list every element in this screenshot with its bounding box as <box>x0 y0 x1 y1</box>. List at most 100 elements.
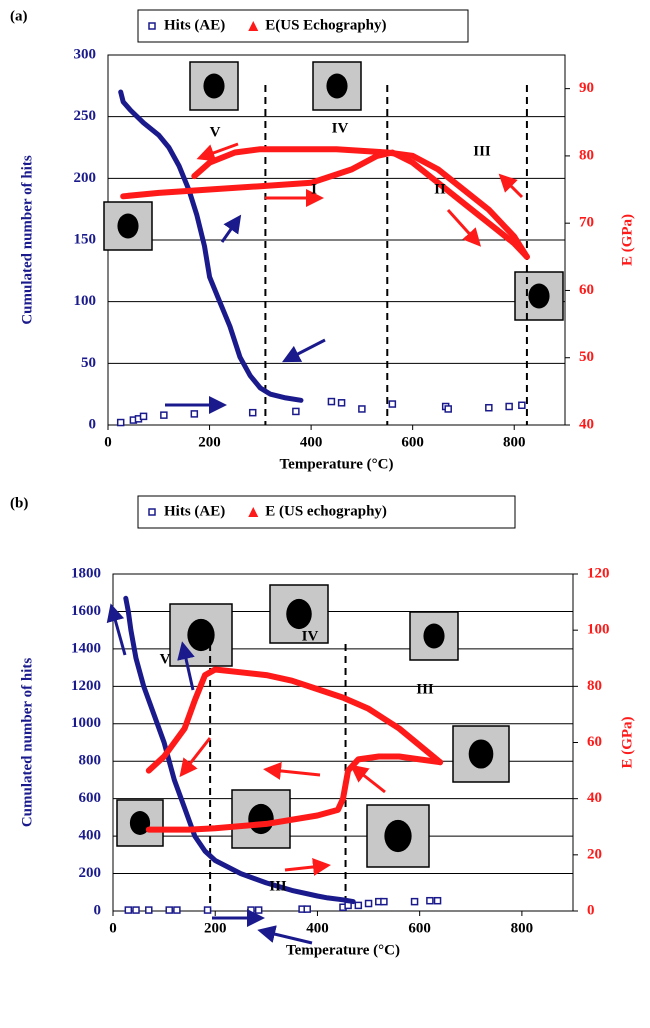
hit-marker <box>254 906 263 914</box>
arrow <box>177 641 195 691</box>
hit-marker <box>358 405 366 413</box>
hit-marker <box>132 906 140 914</box>
x-tick-label: 0 <box>109 920 117 936</box>
y-tick-label: 1200 <box>71 678 101 694</box>
hit-marker <box>247 906 255 914</box>
icon-particle <box>286 598 312 630</box>
phase-label: IV <box>302 628 319 644</box>
x-axis-title: Temperature (°C) <box>286 942 400 958</box>
icon-box <box>452 725 510 783</box>
phase-label: III <box>416 681 434 697</box>
y2-axis-title: E (GPa) <box>619 214 635 266</box>
y-tick-label: 250 <box>74 108 97 124</box>
panel-label: (b) <box>10 495 28 511</box>
panel-label: (a) <box>10 8 28 24</box>
hit-marker <box>173 906 181 914</box>
x-tick-label: 600 <box>408 920 431 936</box>
y-tick-label: 50 <box>81 355 96 371</box>
hit-marker <box>116 418 125 427</box>
x-tick-label: 400 <box>306 920 329 936</box>
x-tick-label: 600 <box>401 434 424 450</box>
y-tick-label: 300 <box>74 46 97 62</box>
modulus-line <box>120 149 530 260</box>
icon-particle <box>129 811 151 835</box>
icon-particle <box>248 803 274 835</box>
legend-marker <box>148 22 156 30</box>
arrow <box>196 142 239 162</box>
y-tick-label: 800 <box>79 753 102 769</box>
y2-axis-title: E (GPa) <box>619 716 635 768</box>
phase-label: V <box>160 651 171 667</box>
y2-tick-label: 0 <box>587 902 595 918</box>
y2-tick-label: 50 <box>579 349 594 365</box>
icon-particle <box>117 213 139 239</box>
y-tick-label: 100 <box>74 293 97 309</box>
y-tick-label: 0 <box>89 416 97 432</box>
icon-particle <box>468 739 494 769</box>
y2-tick-label: 40 <box>587 790 602 806</box>
arrow <box>179 737 212 778</box>
hit-marker <box>426 896 434 905</box>
hit-marker <box>165 906 173 914</box>
phase-label: IV <box>332 120 349 136</box>
x-tick-label: 200 <box>198 434 221 450</box>
y-tick-label: 1800 <box>71 565 101 581</box>
modulus-line <box>145 666 444 774</box>
legend-marker <box>248 507 259 517</box>
y-tick-label: 400 <box>79 828 102 844</box>
y-tick-label: 600 <box>79 790 102 806</box>
hit-marker <box>485 403 493 412</box>
y-tick-label: 1000 <box>71 715 101 731</box>
hit-marker <box>364 899 373 908</box>
x-tick-label: 400 <box>300 434 323 450</box>
hit-marker <box>292 407 300 416</box>
y2-tick-label: 90 <box>579 80 594 96</box>
y2-tick-label: 80 <box>587 678 602 694</box>
legend-box <box>137 495 516 529</box>
hits-line <box>118 89 304 403</box>
y-tick-label: 200 <box>79 865 102 881</box>
y-tick-label: 1600 <box>71 603 101 619</box>
hit-marker <box>248 408 257 417</box>
arrow <box>446 208 482 247</box>
hit-marker <box>160 411 168 419</box>
hit-marker <box>203 906 212 914</box>
phase-label: I <box>311 181 317 197</box>
legend-label: Hits (AE) <box>164 17 225 33</box>
hit-marker <box>380 897 388 906</box>
hit-marker <box>145 906 153 914</box>
hit-marker <box>190 410 199 418</box>
y2-tick-label: 120 <box>587 565 610 581</box>
hit-marker <box>388 400 397 408</box>
hit-marker <box>518 401 526 410</box>
y-axis-title: Cumulated number of hits <box>19 155 35 324</box>
hit-marker <box>303 905 311 913</box>
y2-tick-label: 20 <box>587 846 602 862</box>
y-tick-label: 1400 <box>71 640 101 656</box>
hit-marker <box>354 901 363 910</box>
icon-particle <box>528 283 550 309</box>
hit-marker <box>444 405 452 413</box>
legend-label: E (US echography) <box>265 503 387 519</box>
phase-label: III <box>269 878 287 894</box>
arrow <box>349 764 386 794</box>
y-axis-title: Cumulated number of hits <box>19 658 35 827</box>
hit-marker <box>337 399 346 407</box>
legend-box <box>137 9 469 43</box>
legend-label: E(US Echography) <box>265 17 386 33</box>
y-tick-label: 150 <box>74 231 97 247</box>
legend-marker <box>148 508 156 516</box>
arrow <box>106 603 127 656</box>
hit-marker <box>124 906 133 914</box>
phase-label: III <box>473 143 491 159</box>
hit-marker <box>433 896 442 905</box>
y2-tick-label: 80 <box>579 147 594 163</box>
y2-tick-label: 100 <box>587 622 610 638</box>
hit-marker <box>410 897 419 906</box>
y2-tick-label: 40 <box>579 416 594 432</box>
x-tick-label: 800 <box>511 920 534 936</box>
hit-marker <box>505 402 513 411</box>
phase-label: II <box>434 181 446 197</box>
y-tick-label: 200 <box>74 170 97 186</box>
